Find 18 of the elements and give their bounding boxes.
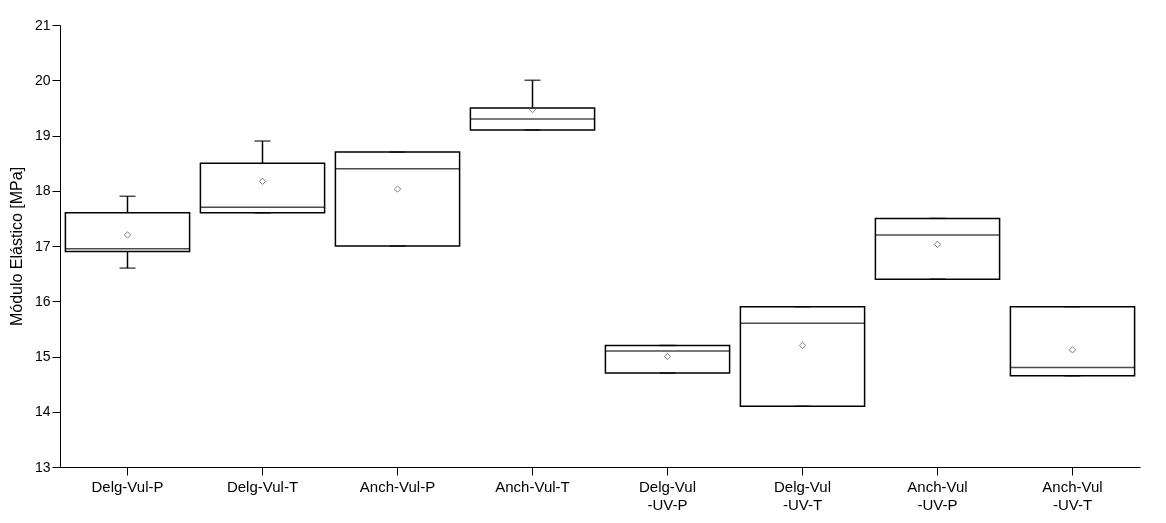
y-tick-label: 21 (34, 16, 51, 33)
x-tick-label: Anch-Vul-T (495, 477, 570, 495)
y-axis-title: Módulo Elástico [MPa] (7, 166, 25, 327)
y-tick-label: 16 (34, 292, 51, 309)
x-tick-label: Delg-Vul -UV-T (774, 477, 831, 513)
y-tick-label: 18 (34, 182, 51, 199)
y-tick-label: 14 (34, 403, 51, 420)
x-tick-label: Delg-Vul-T (226, 477, 299, 495)
x-tick-label: Anch-Vul-P (359, 477, 436, 495)
y-tick-label: 13 (34, 458, 51, 475)
x-tick-label: Anch-Vul -UV-P (907, 477, 968, 513)
y-tick-label: 17 (34, 237, 51, 254)
y-tick-label: 19 (34, 127, 51, 143)
y-tick-label: 20 (34, 71, 51, 88)
x-tick-label: Anch-Vul -UV-T (1042, 477, 1103, 513)
x-tick-label: Delg-Vul -UV-P (639, 477, 696, 513)
x-tick-label: Delg-Vul-P (91, 477, 164, 495)
y-tick-label: 15 (34, 348, 51, 364)
